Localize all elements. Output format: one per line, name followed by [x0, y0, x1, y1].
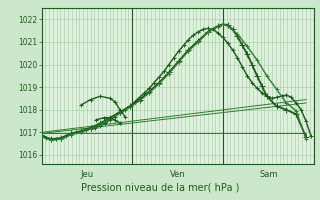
Text: Jeu: Jeu	[80, 170, 93, 179]
Text: Ven: Ven	[170, 170, 186, 179]
Text: Pression niveau de la mer( hPa ): Pression niveau de la mer( hPa )	[81, 182, 239, 192]
Text: Sam: Sam	[260, 170, 278, 179]
